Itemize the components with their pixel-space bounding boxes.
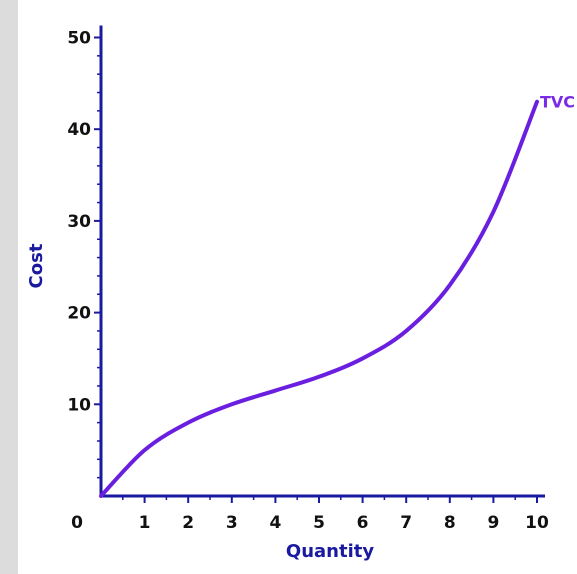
tick-labels: 10 20 30 40 50 0 1 2 3 4 5 6 7 8 9 10 (67, 29, 549, 534)
tvc-data-point (143, 448, 147, 452)
x-tick-label: 9 (487, 513, 499, 533)
y-axis-title: Cost (26, 243, 47, 288)
tvc-data-point (361, 356, 365, 360)
tvc-chart: 10 20 30 40 50 0 1 2 3 4 5 6 7 8 9 10 TVC Quantity Cost (26, 25, 575, 562)
x-tick-label: 3 (226, 513, 238, 533)
tvc-data-point (491, 210, 495, 214)
series-layer: TVC (99, 93, 575, 498)
y-tick-label: 30 (67, 212, 91, 232)
tvc-data-point (448, 283, 452, 287)
y-tick-label: 40 (67, 120, 91, 140)
chart-canvas: 10 20 30 40 50 0 1 2 3 4 5 6 7 8 9 10 TVC Quantity Cost (18, 0, 577, 574)
x-tick-label: 1 (139, 513, 151, 533)
tvc-curve (99, 99, 539, 498)
ticks (94, 36, 538, 503)
x-tick-label: 7 (400, 513, 412, 533)
tvc-data-point (317, 375, 321, 379)
y-tick-label: 50 (67, 29, 91, 49)
axes (99, 25, 545, 498)
x-tick-label: 2 (182, 513, 194, 533)
tvc-data-point (99, 494, 103, 498)
x-tick-label: 4 (269, 513, 281, 533)
y-tick-label: 20 (67, 304, 91, 324)
x-tick-label: 6 (357, 513, 369, 533)
tvc-data-point (186, 421, 190, 425)
x-tick-label: 10 (525, 513, 549, 533)
tvc-data-point (404, 329, 408, 333)
tvc-data-point (273, 389, 277, 393)
y-tick-label: 10 (67, 395, 91, 415)
x-tick-label: 8 (444, 513, 456, 533)
x-tick-label: 5 (313, 513, 325, 533)
tvc-data-point (230, 402, 234, 406)
x-tick-label: 0 (71, 513, 83, 533)
tvc-data-point (535, 100, 539, 104)
tvc-series-label: TVC (540, 93, 575, 112)
x-axis-title: Quantity (286, 541, 374, 562)
